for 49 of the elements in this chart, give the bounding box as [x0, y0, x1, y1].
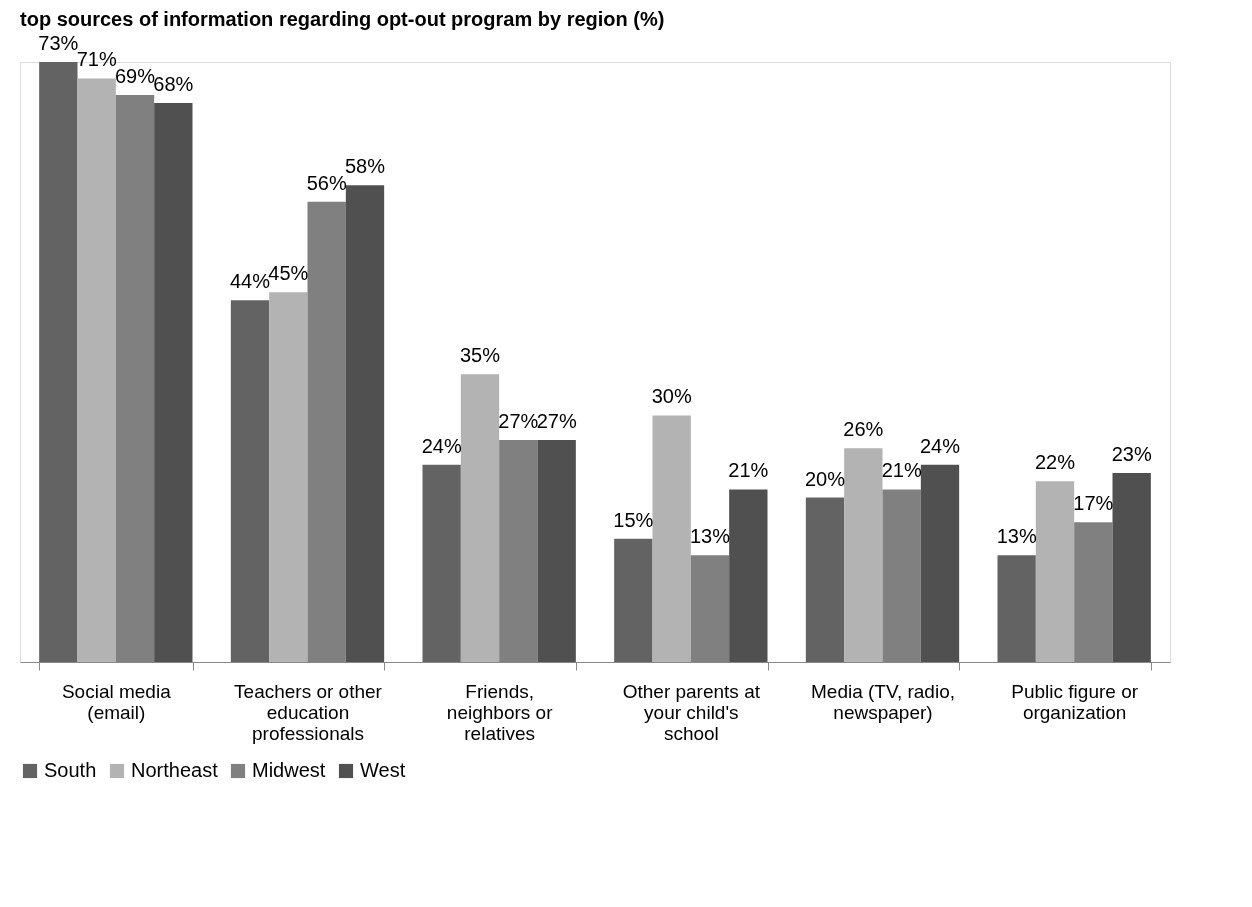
data-label: 21%: [728, 459, 769, 482]
bar: [230, 300, 270, 662]
bar: [460, 374, 500, 662]
bar: [269, 292, 308, 662]
legend-label: Midwest: [252, 759, 326, 781]
data-label: 22%: [1034, 451, 1076, 474]
bar: [345, 185, 385, 662]
data-label: 30%: [651, 385, 692, 408]
bar: [997, 555, 1036, 662]
bar: [729, 489, 768, 662]
chart-title: top sources of information regarding opt-out program by region (%): [20, 8, 665, 30]
legend-label: Northeast: [131, 759, 219, 781]
bar: [1035, 481, 1075, 662]
data-label: 24%: [421, 434, 462, 457]
data-label: 21%: [881, 459, 922, 482]
bar: [39, 62, 78, 662]
bar: [154, 103, 193, 662]
bar: [652, 415, 691, 662]
bar: [614, 538, 653, 662]
legend-label: West: [360, 759, 406, 781]
data-label: 27%: [498, 410, 539, 433]
data-label: 71%: [76, 48, 117, 71]
x-tick-label: Teachers or other education professionals: [234, 680, 383, 744]
bar: [844, 448, 883, 662]
data-label: 68%: [153, 73, 194, 96]
bar: [77, 78, 116, 662]
data-label: 35%: [459, 344, 501, 367]
data-label: 56%: [306, 171, 347, 194]
data-label: 24%: [919, 434, 961, 457]
data-label: 58%: [344, 155, 386, 178]
x-tick-label: Public figure or organization: [1011, 680, 1139, 723]
bar: [1112, 472, 1151, 662]
bar: [805, 497, 845, 662]
bar: [920, 464, 960, 662]
bar: [537, 440, 576, 662]
x-tick-label: Friends, neighbors or relatives: [446, 680, 554, 744]
data-label: 44%: [229, 270, 271, 293]
x-tick-label: Other parents at your child's school: [622, 680, 761, 744]
data-label: 23%: [1111, 442, 1152, 465]
x-tick-label: Media (TV, radio, newspaper): [811, 680, 955, 723]
data-label: 26%: [843, 418, 884, 441]
x-tick-label: Social media (email): [61, 680, 172, 723]
data-label: 27%: [536, 410, 577, 433]
legend-label: South: [44, 759, 97, 781]
data-label: 17%: [1073, 492, 1114, 515]
data-label: 13%: [996, 525, 1037, 548]
data-label: 15%: [613, 508, 654, 531]
data-label: 20%: [804, 467, 846, 490]
bar: [422, 464, 461, 662]
